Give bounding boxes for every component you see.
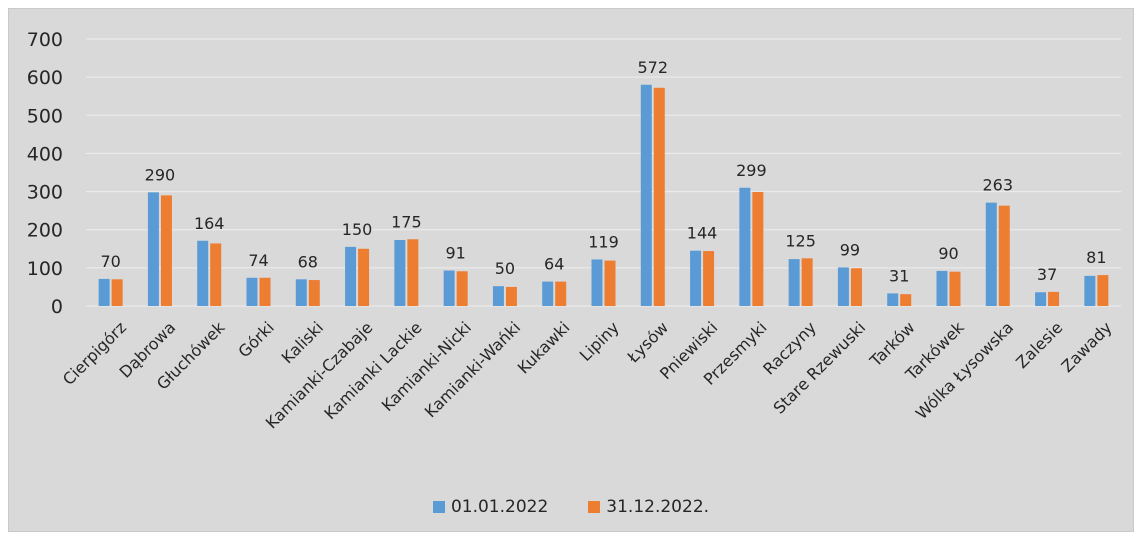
y-tick-label: 500	[27, 105, 63, 127]
x-tick-label: Górki	[234, 318, 277, 361]
bar-2	[111, 279, 123, 306]
data-label: 263	[983, 176, 1014, 195]
bar-2	[358, 248, 370, 306]
data-label: 68	[298, 252, 318, 271]
legend-label-series-1: 01.01.2022	[450, 497, 549, 517]
y-tick-label: 600	[27, 67, 63, 89]
bar-1	[640, 84, 652, 307]
bar-1	[197, 240, 209, 306]
data-label: 90	[938, 244, 958, 263]
x-tick-label: Kamianki-Nicki	[378, 318, 475, 415]
bar-2	[1048, 291, 1060, 306]
y-tick-label: 700	[27, 29, 63, 51]
bar-1	[1084, 275, 1096, 306]
data-label: 74	[248, 251, 268, 270]
y-tick-label: 400	[27, 143, 63, 165]
x-tick-label: Lipiny	[576, 318, 623, 365]
bar-1	[98, 278, 110, 306]
data-label: 144	[687, 224, 718, 243]
bar-2	[308, 280, 320, 306]
chart-area: 0 100 200 300 400 500 600 700 70 290 164 74 68 150 175…	[8, 8, 1134, 532]
y-tick-label: 100	[27, 258, 63, 280]
bar-2	[407, 239, 419, 306]
bar-1	[246, 277, 258, 306]
bar-1	[443, 270, 455, 306]
bar-2	[949, 271, 961, 306]
bar-1	[985, 202, 997, 306]
bar-2	[505, 286, 517, 306]
bar-1	[887, 293, 899, 306]
bar-1	[394, 240, 406, 306]
data-label: 64	[544, 255, 564, 274]
bar-2	[1097, 275, 1109, 306]
bar-1	[591, 259, 603, 306]
legend: 01.01.2022 31.12.2022.	[9, 497, 1133, 517]
bar-2	[456, 271, 468, 306]
x-tick-label: Zawady	[1057, 318, 1115, 376]
data-label: 125	[785, 231, 816, 250]
legend-label-series-2: 31.12.2022.	[606, 497, 710, 517]
legend-entry-series-1: 01.01.2022	[432, 497, 549, 517]
bar-1	[1035, 292, 1047, 306]
data-label: 164	[194, 214, 225, 233]
data-label: 175	[391, 212, 422, 231]
data-label: 290	[145, 165, 176, 184]
bar-1	[345, 246, 357, 306]
bar-1	[492, 286, 504, 306]
data-label: 70	[100, 252, 120, 271]
legend-swatch-orange	[588, 501, 601, 513]
bar-1	[739, 187, 751, 306]
data-label: 37	[1037, 265, 1057, 284]
x-tick-label: Stare Rzewuski	[770, 318, 870, 418]
x-tick-label: Cierpigórz	[59, 318, 130, 389]
bar-chart: 0 100 200 300 400 500 600 700 70 290 164 74 68 150 175…	[27, 29, 1121, 433]
x-tick-label: Kukawki	[514, 318, 574, 378]
bar-2	[555, 281, 567, 306]
data-label: 91	[445, 244, 465, 263]
bar-1	[837, 267, 849, 306]
bar-2	[703, 251, 715, 306]
bar-1	[147, 192, 159, 306]
data-label: 31	[889, 266, 909, 285]
data-label: 99	[840, 240, 860, 259]
y-tick-label: 300	[27, 182, 63, 204]
data-label: 150	[342, 220, 373, 239]
bar-2	[998, 205, 1010, 306]
bar-2	[259, 277, 271, 306]
bar-1	[788, 259, 800, 306]
y-tick-label: 0	[51, 296, 63, 318]
y-tick-label: 200	[27, 220, 63, 242]
bar-1	[295, 279, 307, 306]
bar-1	[936, 270, 948, 306]
bar-2	[160, 195, 172, 306]
legend-swatch-blue	[432, 501, 445, 513]
bar-2	[900, 294, 912, 306]
bar-2	[850, 268, 862, 306]
bar-2	[801, 258, 813, 306]
legend-entry-series-2: 31.12.2022.	[588, 497, 709, 517]
bar-2	[210, 243, 222, 306]
data-label: 50	[495, 259, 515, 278]
bar-1	[542, 281, 554, 306]
data-label: 299	[736, 161, 767, 180]
bar-2	[752, 191, 764, 306]
bar-2	[653, 87, 665, 306]
data-label: 572	[638, 58, 669, 77]
data-label: 119	[588, 232, 619, 251]
bar-2	[604, 260, 616, 306]
bar-1	[690, 250, 702, 306]
data-label: 81	[1086, 248, 1106, 267]
